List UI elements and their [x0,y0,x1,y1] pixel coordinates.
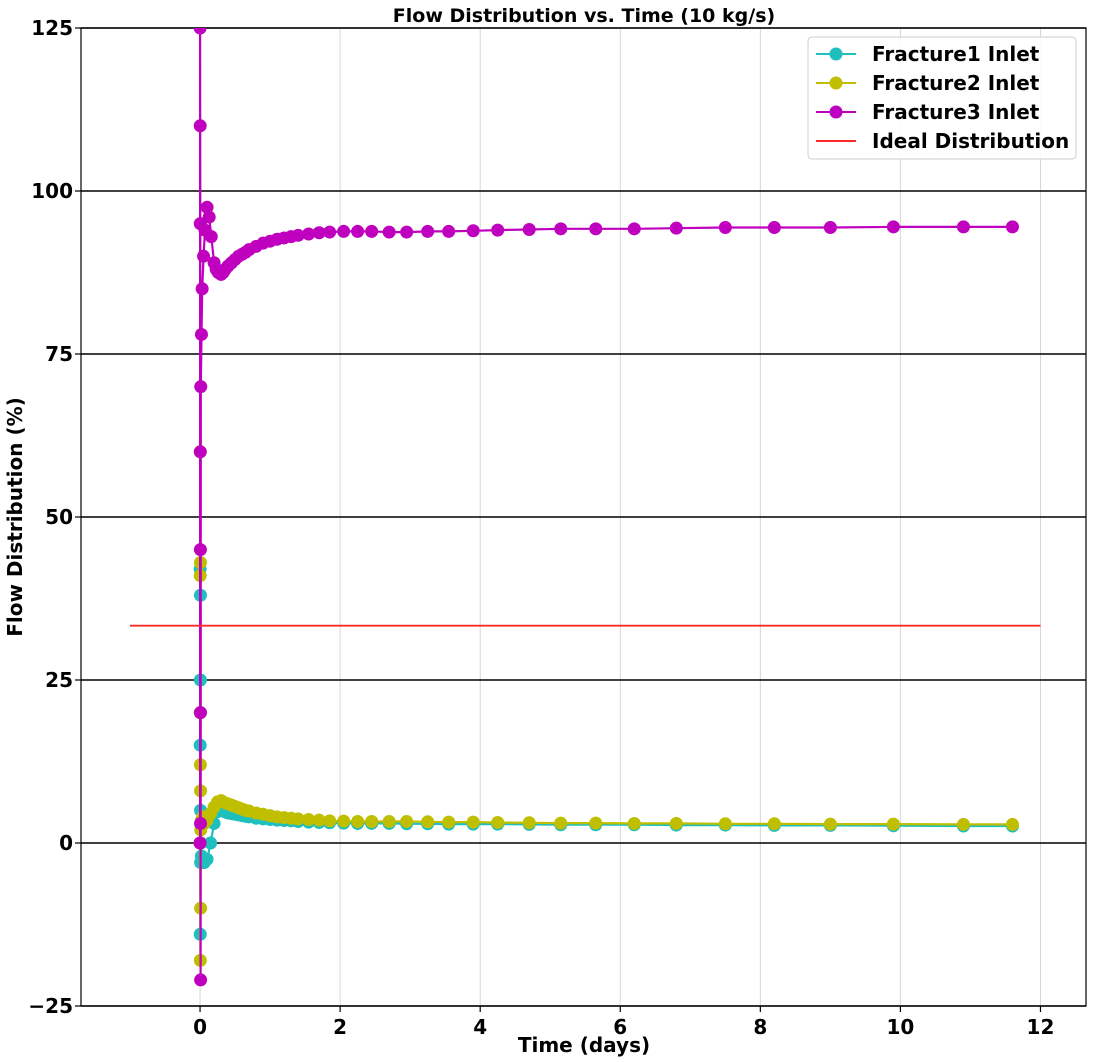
series-3-point [193,445,207,459]
series-3-point [194,327,208,341]
legend-box [807,36,1077,160]
series-3-point [197,249,211,263]
legend-entry-label: Fracture2 Inlet [872,71,1040,95]
legend: Fracture1 Inlet Fracture2 Inlet Fracture3 … [807,36,1077,160]
series-3-point [312,226,326,240]
series-3-point [442,224,456,238]
series-3-point [767,221,781,235]
legend-entry-label: Fracture1 Inlet [872,42,1040,66]
y-tick-label: 125 [31,16,73,40]
series-3-point [195,282,209,296]
y-tick-label: 50 [45,505,73,529]
series-3-point [491,223,505,237]
x-axis-label: Time (days) [518,1033,650,1057]
chart-title: Flow Distribution vs. Time (10 kg/s) [393,5,775,27]
x-tick-label: 2 [333,1015,347,1039]
series-3-point [421,224,435,238]
series-3-point [365,224,379,238]
series-3-point [522,222,536,236]
series-2-point [491,815,505,829]
legend-swatch-marker [829,47,843,61]
series-2-point [337,814,351,828]
series-3-point [193,119,207,133]
series-2-point [718,817,732,831]
y-axis-label: Flow Distribution (%) [3,397,27,637]
series-2-point [823,817,837,831]
series-3-point [337,224,351,238]
series-3-point [291,228,305,242]
x-tick-label: 8 [753,1015,767,1039]
series-line-3 [199,28,1013,980]
series-2-point [323,814,337,828]
series-3-point [823,221,837,235]
series-3-point [627,222,641,236]
series-2-point [589,816,603,830]
series-2-point [421,815,435,829]
series-2-point [291,812,305,826]
series-3-point [466,224,480,238]
series-1-point [200,852,214,866]
legend-swatch-marker [829,105,843,119]
series-2-point [365,814,379,828]
series-2-point [627,816,641,830]
series-3-point [194,380,208,394]
series-2-point [400,814,414,828]
series-line-1 [199,569,1013,935]
series-2-point [382,814,396,828]
series-2-point [669,816,683,830]
y-tick-label: 75 [45,342,73,366]
x-tick-label: 6 [613,1015,627,1039]
series-3-point [400,225,414,239]
y-tick-label: −25 [28,994,73,1018]
series-2-point [522,816,536,830]
series-3-point [956,220,970,234]
y-tick-label: 100 [31,179,73,203]
series-2-point [767,817,781,831]
series-3-point [200,200,214,214]
x-tick-label: 10 [886,1015,914,1039]
legend-entry-label: Fracture3 Inlet [872,100,1040,124]
series-1-point [204,836,218,850]
series-3-point [202,210,216,224]
series-line-2 [199,451,1013,961]
x-tick-label: 4 [473,1015,487,1039]
series-2-point [302,813,316,827]
series-2-point [442,815,456,829]
series-3-point [204,230,218,244]
legend-swatch-marker [829,76,843,90]
series-3-point [194,816,208,830]
series-3-point [351,224,365,238]
series-2-point [351,814,365,828]
series-2-point [312,813,326,827]
series-3-point [194,973,208,987]
series-3-point [589,222,603,236]
series-2-point [554,816,568,830]
series-3-point [554,222,568,236]
series-2-point [956,817,970,831]
series-2-point [466,815,480,829]
series-2-point [1005,817,1019,831]
x-tick-label: 12 [1027,1015,1055,1039]
series-2-point [886,817,900,831]
series-3-point [193,706,207,720]
series-3-point [193,543,207,557]
y-tick-label: 0 [59,831,73,855]
series-3-point [669,221,683,235]
legend-entry-label: Ideal Distribution [872,129,1069,153]
series-3-point [718,221,732,235]
series-3-point [193,836,207,850]
y-tick-label: 25 [45,668,73,692]
plot-area: 0 2 4 6 8 10 12 −25 0 25 50 75 100 125 [28,16,1087,1039]
x-tick-label: 0 [193,1015,207,1039]
series-3-point [323,225,337,239]
series-3-point [886,220,900,234]
series-3-point [382,225,396,239]
series-3-point [193,28,207,35]
series-3-point [302,227,316,241]
series-3-point [1005,220,1019,234]
data-layer [130,28,1041,987]
